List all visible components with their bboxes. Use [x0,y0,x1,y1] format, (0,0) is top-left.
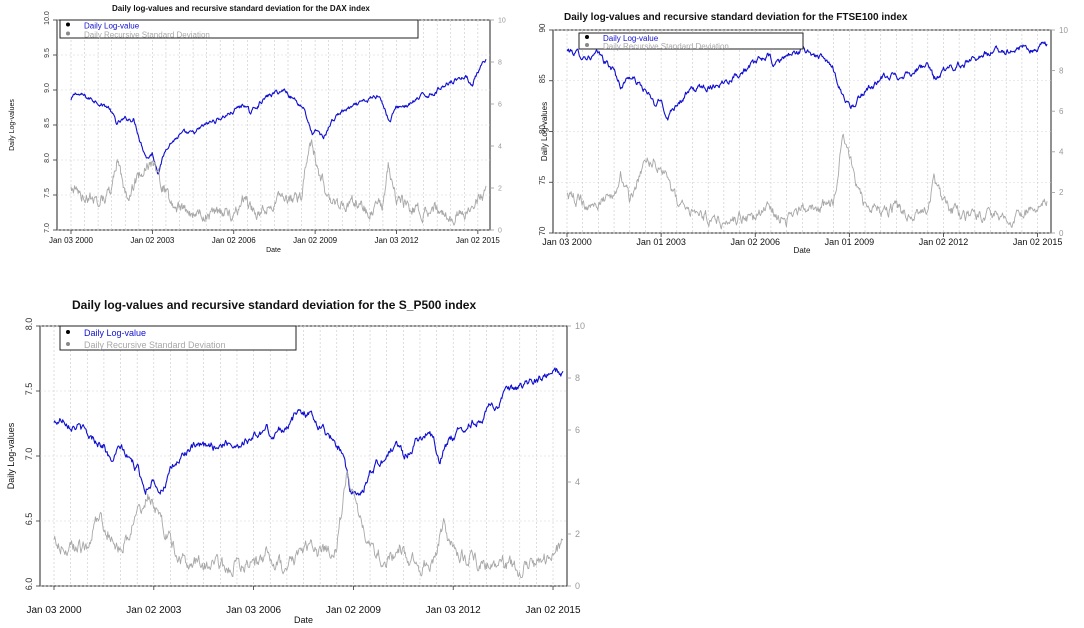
legend-entry: Daily Recursive Standard Deviation [84,30,210,39]
y2-tick-label: 6 [1059,107,1064,116]
x-tick-label: Jan 02 2015 [525,605,580,616]
y2-tick-label: 6 [498,101,502,108]
y-tick-label: 7.5 [44,188,51,198]
y-axis-label: Daily Log-values [6,422,16,489]
y-axis-label: Daily Log-values [540,102,549,161]
log-value-series-line [566,41,1048,121]
x-axis-label: Date [266,247,281,254]
legend-entry: Daily Log-value [84,21,140,30]
y-tick-label: 8.5 [44,118,51,128]
y2-tick-label: 10 [498,17,506,24]
x-tick-label: Jan 03 2000 [542,237,592,247]
y2-tick-label: 8 [498,59,502,66]
y2-tick-label: 0 [1059,229,1064,238]
x-tick-label: Jan 01 2009 [825,237,875,247]
legend-box [59,19,419,39]
y-tick-label: 75 [538,175,547,184]
sp500-chart: Daily log-values and recursive standard … [0,290,620,628]
y-tick-label: 80 [538,125,547,134]
legend-box [578,32,804,50]
std-dev-series-line [70,139,487,226]
y-tick-label: 8.0 [44,153,51,163]
y2-tick-label: 2 [1059,188,1064,197]
y-tick-label: 6.5 [24,513,34,526]
legend-marker-std-dev [66,342,70,346]
y-tick-label: 85 [538,74,547,83]
y-tick-label: 6.0 [24,578,34,591]
x-tick-label: Jan 02 2015 [456,236,501,245]
y2-tick-label: 8 [1059,66,1064,75]
x-tick-label: Jan 02 2009 [326,605,381,616]
x-axis-label: Date [794,246,811,255]
x-tick-label: Jan 02 2012 [919,237,969,247]
legend-marker-std-dev [585,43,589,47]
y-tick-label: 70 [538,226,547,235]
std-dev-series-line [566,133,1048,230]
legend-marker-log-value [585,35,589,39]
x-tick-label: Jan 02 2003 [130,236,175,245]
y-tick-label: 90 [538,23,547,32]
chart-title: Daily log-values and recursive standard … [72,298,477,312]
legend-marker-log-value [66,330,70,334]
x-tick-label: Jan 02 2015 [1013,237,1063,247]
y2-tick-label: 6 [575,425,580,435]
y2-tick-label: 2 [575,529,580,539]
y-tick-label: 9.5 [44,48,51,58]
std-dev-series-line [53,471,564,579]
x-tick-label: Jan 02 2009 [293,236,338,245]
chart-title: Daily log-values and recursive standard … [112,4,370,13]
x-tick-label: Jan 01 2003 [636,237,686,247]
x-tick-label: Jan 02 2006 [212,236,257,245]
y2-tick-label: 10 [575,321,585,331]
y-axis-label: Daily Log-values [9,99,16,151]
x-tick-label: Jan 03 2000 [26,605,81,616]
y-tick-label: 7.0 [24,448,34,461]
x-tick-label: Jan 03 2000 [49,236,94,245]
chart-svg: 7.0 7.5 8.0 8.5 9.0 9.5 10.0 0 2 4 6 8 10 Jan 03 2000… [9,11,506,254]
log-value-series-line [53,367,564,496]
y-tick-label: 7.0 [44,223,51,233]
y2-tick-label: 4 [575,477,580,487]
chart-svg: 70 75 80 85 90 0 2 4 6 8 10 Jan 03 2000 Jan 01 2003 J… [538,23,1068,255]
y2-tick-label: 8 [575,373,580,383]
y2-tick-label: 0 [575,581,580,591]
dax-chart: Daily log-values and recursive standard … [0,0,540,262]
y2-tick-label: 2 [498,185,502,192]
x-axis-label: Date [294,615,313,625]
legend-box [59,325,297,351]
legend-entry: Daily Log-value [603,34,659,43]
legend-marker-log-value [66,22,70,27]
x-tick-label: Jan 03 2012 [426,605,481,616]
ftse100-chart: Daily log-values and recursive standard … [538,0,1084,262]
y2-tick-label: 4 [1059,148,1064,157]
legend-entry: Daily Log-value [84,328,146,338]
y-tick-label: 8.0 [24,318,34,331]
y2-tick-label: 4 [498,143,502,150]
log-value-series-line [70,59,487,175]
x-tick-label: Jan 02 2003 [126,605,181,616]
y2-tick-label: 10 [1059,26,1068,35]
legend-entry: Daily Recursive Standard Deviation [603,42,729,51]
y-tick-label: 9.0 [44,83,51,93]
legend-marker-std-dev [66,31,70,36]
x-tick-label: Jan 03 2012 [374,236,419,245]
x-tick-label: Jan 03 2006 [226,605,281,616]
legend-entry: Daily Recursive Standard Deviation [84,340,226,350]
y2-tick-label: 0 [498,227,502,234]
y-tick-label: 10.0 [44,11,51,25]
x-tick-label: Jan 02 2006 [730,237,780,247]
chart-title: Daily log-values and recursive standard … [564,12,908,23]
chart-svg: 6.0 6.5 7.0 7.5 8.0 0 2 4 6 8 10 Jan 03 2000 Jan 02 … [6,318,585,625]
y-tick-label: 7.5 [24,383,34,396]
